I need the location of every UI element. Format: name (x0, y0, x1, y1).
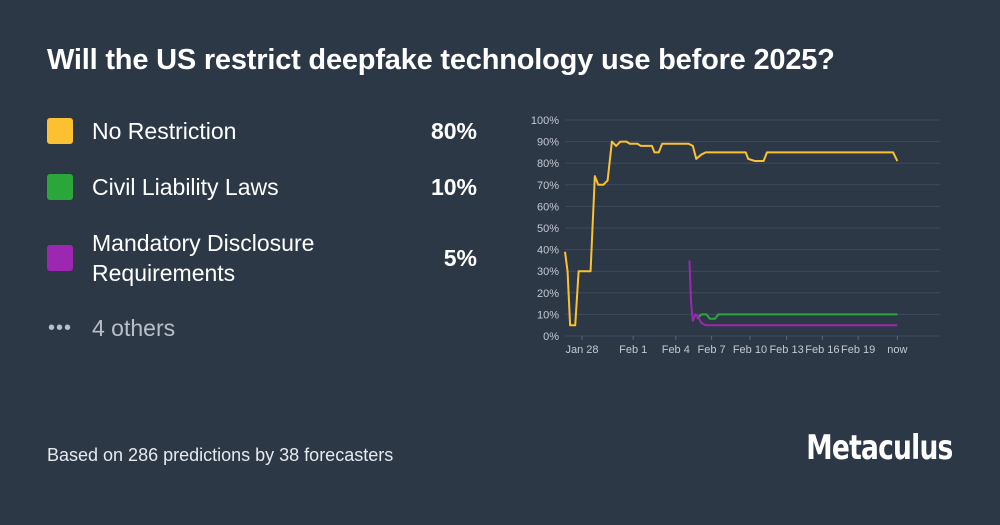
y-tick-label: 50% (537, 223, 559, 235)
x-tick-label: Feb 1 (619, 344, 647, 356)
legend-swatch-mandatory-disclosure (47, 245, 73, 271)
series-lines (564, 140, 899, 327)
y-axis-ticks: 0% 10% 20% 30% 40% 50% 60% 70% 80% 90% 100% (531, 115, 559, 343)
legend-swatch-no-restriction (47, 118, 73, 144)
others-label: 4 others (92, 315, 176, 341)
y-tick-label: 10% (537, 309, 559, 321)
series-line-mandatory-disclosure-requirements (688, 260, 898, 327)
y-tick-label: 20% (537, 288, 559, 300)
legend-value: 5% (443, 244, 477, 271)
x-tick-label: Feb 19 (841, 344, 875, 356)
x-tick-label: now (887, 344, 907, 356)
forecast-chart: 0% 10% 20% 30% 40% 50% 60% 70% 80% 90% 100% Jan 28… (531, 115, 940, 356)
y-tick-label: 90% (537, 137, 559, 149)
y-tick-label: 30% (537, 266, 559, 278)
legend-item-no-restriction[interactable]: No Restriction 80% (47, 116, 477, 146)
legend-item-mandatory-disclosure[interactable]: Mandatory Disclosure Requirements 5% (47, 228, 477, 288)
metaculus-logo: Metaculus (806, 428, 954, 468)
legend-item-civil-liability[interactable]: Civil Liability Laws 10% (47, 172, 477, 202)
x-tick-label: Feb 13 (769, 344, 803, 356)
x-tick-label: Feb 10 (733, 344, 767, 356)
legend-others[interactable]: ••• 4 others (47, 313, 477, 343)
x-tick-label: Feb 4 (662, 344, 690, 356)
legend-value: 10% (430, 173, 477, 200)
y-tick-label: 0% (543, 331, 559, 343)
y-tick-label: 100% (531, 115, 559, 127)
y-tick-label: 60% (537, 201, 559, 213)
footer-predictions-count: Based on 286 predictions by 38 forecaste… (47, 445, 394, 465)
y-tick-label: 70% (537, 180, 559, 192)
x-tick-label: Jan 28 (566, 344, 599, 356)
y-tick-label: 80% (537, 158, 559, 170)
series-line-civil-liability-laws (696, 313, 898, 320)
more-dots-icon: ••• (47, 316, 72, 339)
x-axis-ticks: Jan 28 Feb 1 Feb 4 Feb 7 Feb 10 Feb 13 Feb 16 F… (566, 336, 908, 356)
x-tick-label: Feb 16 (805, 344, 839, 356)
legend-label: Mandatory Disclosure Requirements (92, 230, 315, 286)
legend-label: Civil Liability Laws (92, 174, 279, 200)
legend-label: No Restriction (92, 118, 237, 144)
question-title: Will the US restrict deepfake technology… (47, 44, 835, 76)
y-tick-label: 40% (537, 245, 559, 257)
legend-swatch-civil-liability (47, 174, 73, 200)
series-line-no-restriction (564, 140, 899, 327)
x-tick-label: Feb 7 (698, 344, 726, 356)
legend-value: 80% (430, 117, 477, 144)
